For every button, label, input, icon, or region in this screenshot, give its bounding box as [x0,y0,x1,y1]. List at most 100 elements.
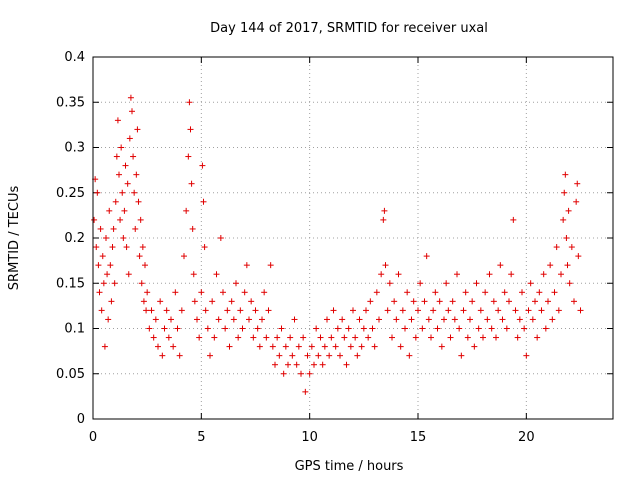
data-point [555,307,562,314]
data-point [525,307,532,314]
data-point [161,325,168,332]
data-point [445,307,452,314]
data-point [302,388,309,395]
data-point [259,316,265,323]
data-point [499,316,506,323]
data-point [469,298,476,305]
data-point [369,325,376,332]
data-point [157,298,164,305]
data-point [434,325,441,332]
data-point [207,352,213,359]
data-point [114,117,121,124]
data-point [285,361,291,368]
data-point [486,271,493,278]
data-point [155,343,161,350]
data-point [475,325,482,332]
data-point [267,262,274,269]
data-point [127,94,134,101]
data-point [549,316,556,323]
data-point [188,180,195,187]
data-point [168,316,174,323]
data-point [98,307,105,314]
x-tick-label: 10 [301,430,318,445]
data-point [130,153,137,160]
data-point [159,352,166,359]
data-point [172,289,179,296]
data-point [462,289,469,296]
data-point [104,271,111,278]
data-point [315,352,322,359]
x-tick-label: 20 [518,430,535,445]
data-point [311,361,317,368]
data-point [441,316,447,323]
data-point [484,316,491,323]
data-point [319,361,326,368]
data-point [330,307,337,314]
data-point [532,298,538,305]
data-point [337,352,343,359]
data-point [519,289,525,296]
data-point [178,307,185,314]
data-point [96,289,103,296]
data-point [417,280,424,287]
data-point [406,352,413,359]
data-point [378,271,385,278]
data-point [447,334,454,341]
data-point [112,198,119,205]
data-point [423,253,430,260]
data-point [527,280,534,287]
data-point [402,325,408,332]
data-point [136,253,143,260]
data-point [278,325,285,332]
data-point [107,262,114,269]
data-point [562,171,569,178]
data-point [265,307,272,314]
data-point [408,316,415,323]
data-point [140,298,147,305]
data-point [542,325,549,332]
data-point [425,316,432,323]
data-point [103,235,109,241]
data-point [93,244,100,251]
data-point [428,334,434,341]
grid [93,57,613,419]
data-point [381,207,388,214]
data-point [573,198,580,205]
data-point [328,334,335,341]
data-point [230,316,237,323]
data-point [516,316,523,323]
data-point [123,244,130,251]
data-point [101,343,108,350]
data-point [380,216,387,223]
data-point [553,244,560,251]
data-point [415,307,421,314]
data-point [523,352,530,359]
data-point [514,334,521,341]
x-axis-label: GPS time / hours [295,459,404,474]
data-point [568,244,575,251]
data-point [460,307,467,314]
data-point [343,361,350,368]
data-point [274,334,281,341]
data-point [432,289,439,296]
data-point [287,334,294,341]
data-point [97,225,104,232]
data-point [577,307,584,314]
data-point [382,262,389,269]
data-point [99,253,106,260]
data-point [224,307,231,314]
data-point [480,334,486,341]
plot-frame [92,56,614,420]
data-point [326,352,333,359]
data-point [226,343,233,350]
data-point [109,244,116,251]
data-point [176,352,183,359]
data-point [454,271,460,278]
data-point [181,253,187,260]
data-point [458,352,465,359]
data-point [239,325,246,332]
data-point [135,198,142,205]
y-tick-label: 0.15 [56,276,85,291]
data-point [215,316,222,323]
data-point [113,153,120,160]
